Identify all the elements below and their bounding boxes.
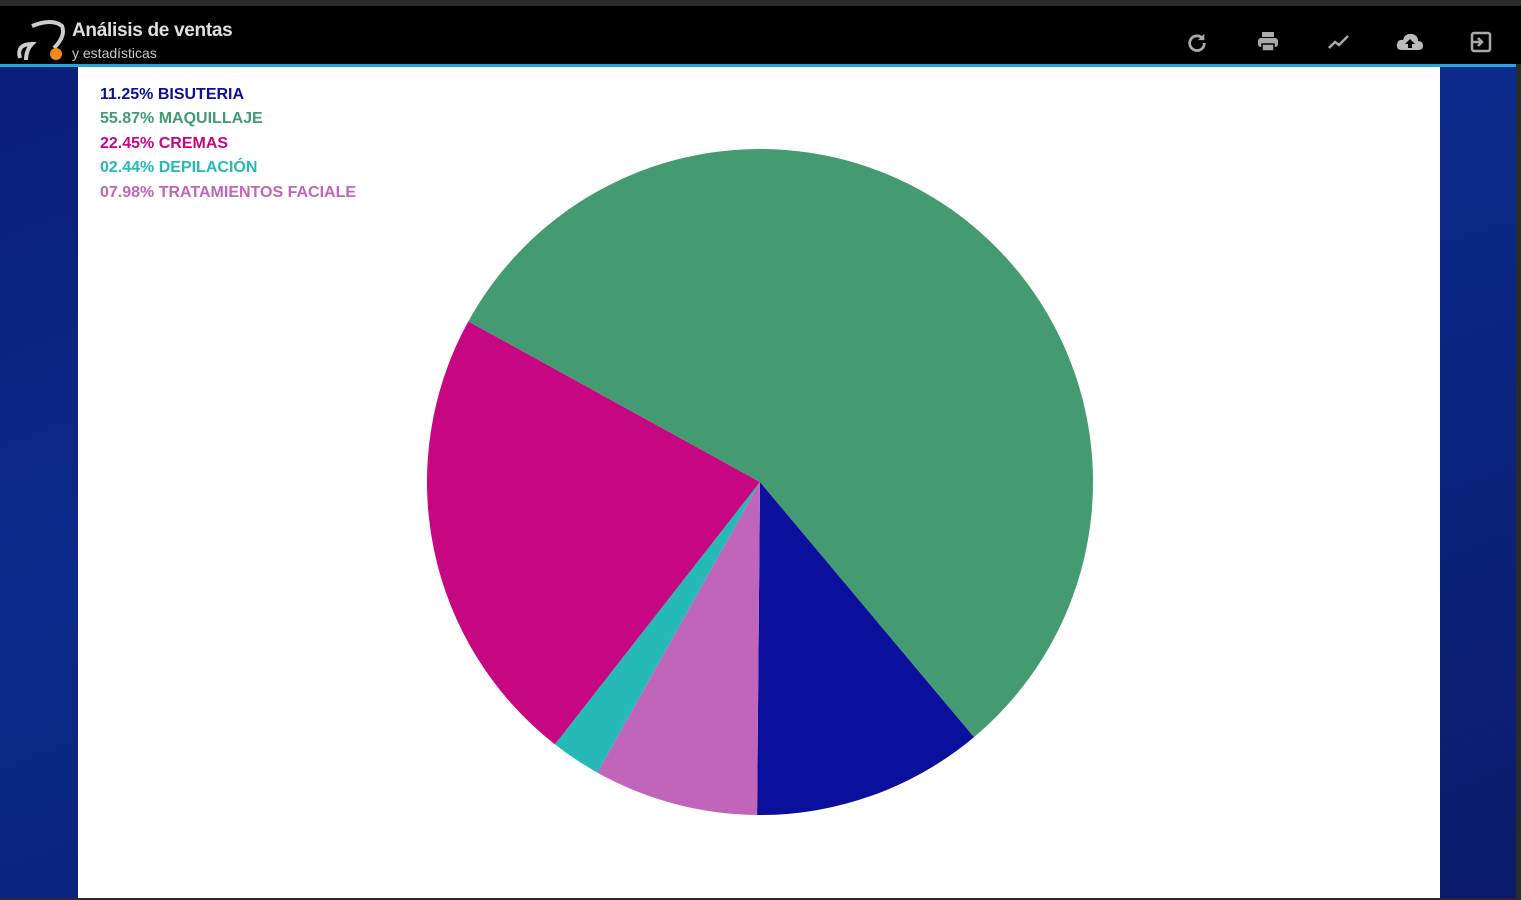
legend-item-depilacion: 02.44% DEPILACIÓN	[100, 159, 258, 176]
print-icon	[1258, 32, 1278, 52]
trend-button[interactable]	[1325, 28, 1353, 56]
trend-icon	[1328, 35, 1349, 49]
exit-icon	[1470, 31, 1492, 53]
legend-item-bisuteria: 11.25% BISUTERIA	[100, 86, 245, 103]
print-button[interactable]	[1254, 28, 1282, 56]
legend-item-tratamientos: 07.98% TRATAMIENTOS FACIALE	[100, 184, 357, 201]
app-title: Análisis de ventas	[72, 20, 233, 41]
header-accent-line	[0, 64, 1516, 67]
pie-slice-bisuteria	[757, 482, 975, 816]
refresh-icon	[1188, 33, 1206, 52]
cloud-upload-button[interactable]	[1396, 28, 1424, 56]
status-strip	[0, 0, 1521, 6]
cloud-upload-icon	[1396, 33, 1423, 50]
pie-slice-maquillaje	[468, 149, 1093, 738]
pie-slice-depilaci-n	[554, 482, 760, 773]
app-logo-icon	[17, 20, 65, 61]
pie-slice-cremas	[426, 321, 760, 745]
legend-item-cremas: 22.45% CREMAS	[100, 135, 229, 152]
app-subtitle: y estadísticas	[72, 45, 157, 61]
refresh-button[interactable]	[1183, 28, 1211, 56]
legend-item-maquillaje: 55.87% MAQUILLAJE	[100, 110, 263, 127]
app-header: Análisis de ventas y estadísticas	[0, 6, 1521, 64]
exit-button[interactable]	[1467, 28, 1495, 56]
pie-slice-tratamientos-faciale	[597, 482, 760, 815]
